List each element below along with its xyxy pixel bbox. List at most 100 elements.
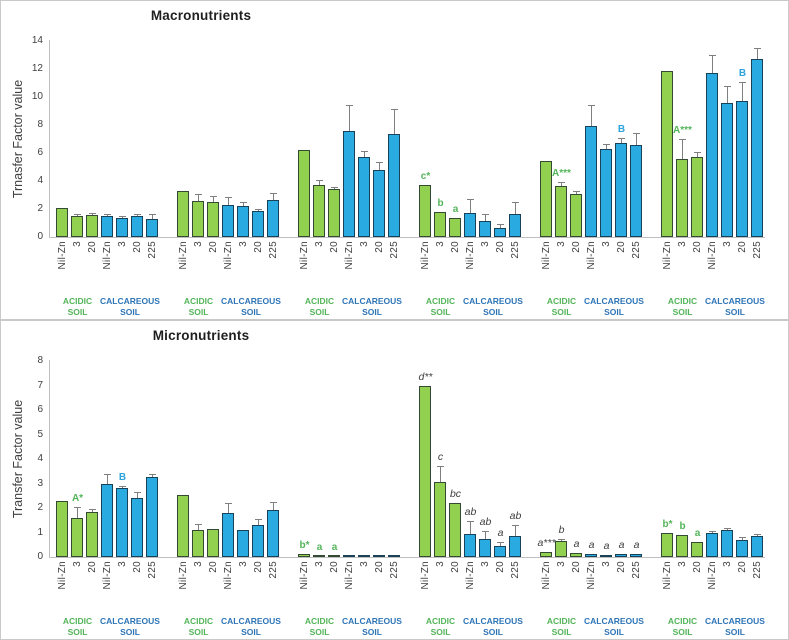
x-tick-slot: 20 <box>251 561 266 615</box>
error-bar <box>316 180 323 185</box>
x-tick-slot: 20 <box>251 241 266 295</box>
y-tick-label: 6 <box>37 404 43 415</box>
x-tick-slot: 20 <box>690 561 705 615</box>
x-tick-label: 225 <box>752 241 763 259</box>
significance-label: B <box>118 472 127 484</box>
y-axis-line <box>49 40 50 238</box>
bar-slot <box>660 41 675 237</box>
significance-label: B <box>738 67 747 79</box>
x-tick-label: 3 <box>359 561 370 567</box>
acidic-bar <box>434 211 446 237</box>
bar-slot <box>493 41 508 237</box>
x-tick-group: Nil-Zn 3 20 Nil-Zn 3 20 225 <box>418 241 523 295</box>
x-tick-label: 225 <box>268 561 279 579</box>
calcareous-bar <box>630 554 642 557</box>
x-tick-slot: 20 <box>206 241 221 295</box>
x-tick-label: 3 <box>72 241 83 247</box>
bar-slot <box>357 41 372 237</box>
x-tick-slot: 20 <box>130 561 145 615</box>
bar-slot: a <box>599 361 614 557</box>
calcareous-soil-label: CALCAREOUS SOIL <box>705 296 765 317</box>
x-tick-slot: 20 <box>448 561 463 615</box>
x-tick-slot: 225 <box>508 241 523 295</box>
acidic-bar <box>71 517 83 557</box>
x-tick-slot: Nil-Zn <box>342 561 357 615</box>
bar-slot: b <box>675 361 690 557</box>
calcareous-bar <box>146 218 158 237</box>
error-bar <box>754 48 761 59</box>
acidic-bar <box>298 554 310 557</box>
x-tick-label: Nil-Zn <box>299 561 310 590</box>
soil-label-group: ACIDIC SOIL CALCAREOUS SOIL <box>539 296 644 317</box>
acidic-soil-label: ACIDIC SOIL <box>62 296 93 317</box>
bar-slot <box>750 41 765 237</box>
calcareous-bar <box>479 220 491 237</box>
acidic-soil-label: ACIDIC SOIL <box>425 296 456 317</box>
x-tick-slot: Nil-Zn <box>418 561 433 615</box>
x-tick-labels: Nil-Zn 3 20 Nil-Zn 3 20 225 Nil-Zn 3 20 Nil-Zn 3 20 2… <box>55 561 765 615</box>
x-tick-group: Nil-Zn 3 20 Nil-Zn 3 20 225 <box>176 561 281 615</box>
calcareous-bar <box>736 100 748 237</box>
x-tick-slot: 3 <box>115 561 130 615</box>
calcareous-bar <box>101 483 113 557</box>
bar-slot <box>478 41 493 237</box>
x-tick-label: 225 <box>631 241 642 259</box>
error-bar <box>497 542 504 546</box>
bar-slot <box>221 361 236 557</box>
x-tick-slot: Nil-Zn <box>418 241 433 295</box>
bar-slot <box>115 41 130 237</box>
bar-group <box>176 361 281 557</box>
bar-slot <box>55 41 70 237</box>
bar-slot <box>145 361 160 557</box>
x-tick-slot: 20 <box>130 241 145 295</box>
acidic-bar <box>419 385 431 557</box>
x-tick-slot: Nil-Zn <box>297 561 312 615</box>
x-tick-label: Nil-Zn <box>344 561 355 590</box>
x-tick-slot: 225 <box>508 561 523 615</box>
acidic-bar <box>56 208 68 237</box>
error-bar <box>89 212 96 215</box>
bar-slot: A* <box>70 361 85 557</box>
calcareous-bar <box>751 58 763 237</box>
x-tick-labels: Nil-Zn 3 20 Nil-Zn 3 20 225 Nil-Zn 3 20 Nil-Zn 3 20 2… <box>55 241 765 295</box>
x-tick-slot: 3 <box>675 241 690 295</box>
x-tick-slot: 3 <box>433 561 448 615</box>
calcareous-bar <box>600 555 612 557</box>
x-tick-slot: 3 <box>554 561 569 615</box>
x-tick-slot: 20 <box>493 241 508 295</box>
x-tick-label: 225 <box>752 561 763 579</box>
x-tick-slot: 3 <box>70 241 85 295</box>
bar-slot <box>85 41 100 237</box>
bar-slot <box>599 41 614 237</box>
bar-slot <box>130 41 145 237</box>
bar-slot <box>629 41 644 237</box>
x-tick-group: Nil-Zn 3 20 Nil-Zn 3 20 225 <box>418 561 523 615</box>
bar-group: A* B <box>55 361 160 557</box>
calcareous-bar <box>101 216 113 237</box>
bar-slot <box>297 41 312 237</box>
error-bar <box>195 523 202 531</box>
error-bar <box>709 55 716 73</box>
x-tick-slot: Nil-Zn <box>463 561 478 615</box>
significance-label: c* <box>420 170 431 182</box>
calcareous-bar <box>479 538 491 557</box>
calcareous-bar <box>751 536 763 557</box>
bar-slot: B <box>735 41 750 237</box>
acidic-bar <box>691 156 703 237</box>
significance-label: a <box>618 539 625 552</box>
bar-slot <box>236 41 251 237</box>
calcareous-bar <box>736 539 748 557</box>
calcareous-bar <box>343 131 355 237</box>
bar-slot <box>387 361 402 557</box>
y-tick-label: 7 <box>37 379 43 391</box>
bar-group: b* a a <box>297 361 402 557</box>
x-tick-slot: Nil-Zn <box>705 561 720 615</box>
x-tick-slot: 225 <box>145 561 160 615</box>
calcareous-bar <box>388 134 400 237</box>
x-tick-label: 3 <box>238 561 249 567</box>
plot-area: c* b a A*** B A*** B <box>55 41 765 237</box>
bar-slot <box>251 41 266 237</box>
calcareous-bar <box>464 213 476 237</box>
error-bar <box>149 213 156 219</box>
